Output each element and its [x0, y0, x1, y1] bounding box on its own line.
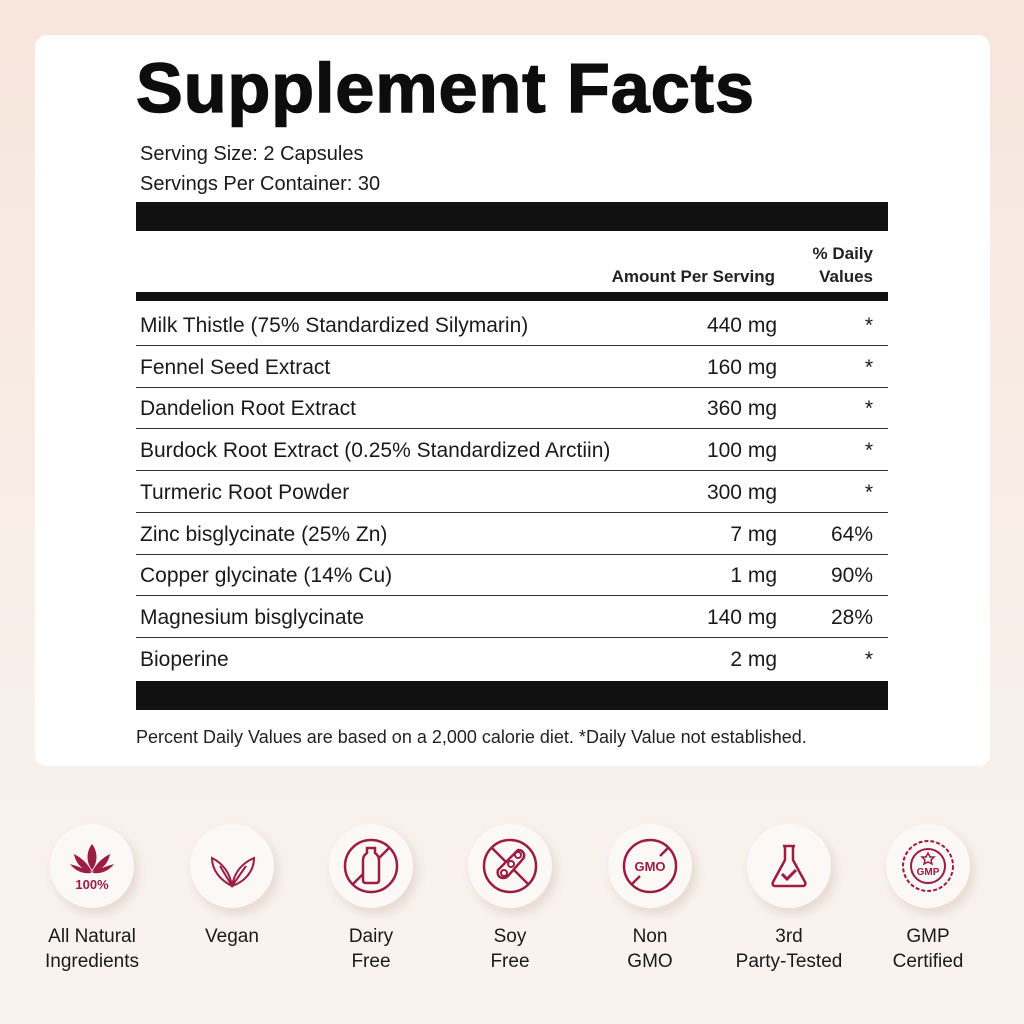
ingredient-name: Zinc bisglycinate (25% Zn)	[140, 522, 388, 546]
ingredient-name: Magnesium bisglycinate	[140, 605, 365, 629]
no-gmo-icon: GMO	[608, 824, 692, 908]
table-row: Dandelion Root Extract 360 mg *	[136, 387, 888, 430]
ingredient-amount: 1 mg	[730, 564, 777, 588]
svg-text:GMO: GMO	[634, 859, 665, 874]
badge-leaf: Vegan	[162, 824, 302, 949]
svg-text:GMP: GMP	[917, 867, 940, 878]
footnote: Percent Daily Values are based on a 2,00…	[136, 727, 807, 747]
no-dairy-icon	[329, 824, 413, 908]
dv-header-line1: % Daily	[812, 244, 873, 263]
badge-label-line1: 3rd	[775, 926, 803, 947]
ingredient-daily-value: *	[864, 397, 873, 421]
ingredient-daily-value: *	[864, 314, 873, 337]
badge-label-line1: All Natural	[48, 926, 136, 947]
badge-label-line1: Vegan	[205, 926, 259, 947]
no-soy-icon	[468, 824, 552, 908]
ingredient-amount: 100 mg	[706, 439, 777, 463]
badge-label-line2: Ingredients	[44, 951, 139, 972]
ingredient-name: Burdock Root Extract (0.25% Standardized…	[140, 439, 611, 463]
bottom-divider-bar	[136, 681, 888, 710]
badge-label-line1: Dairy	[348, 926, 394, 947]
table-row: Magnesium bisglycinate 140 mg 28%	[136, 596, 888, 638]
servings-per-container: Servings Per Container: 30	[140, 173, 381, 195]
badge-label-line2: Certified	[892, 951, 964, 972]
badge-label-line2: Party-Tested	[735, 951, 843, 972]
leaf-icon	[190, 824, 274, 908]
badge-label: GMP Certified	[858, 924, 998, 974]
gmp-seal-icon: GMP	[886, 824, 970, 908]
supplement-facts-card	[35, 35, 990, 766]
badge-label: All Natural Ingredients	[22, 924, 162, 974]
badge-no-gmo: GMO Non GMO	[580, 824, 720, 974]
table-row: Burdock Root Extract (0.25% Standardized…	[136, 429, 888, 472]
ingredient-daily-value: 90%	[830, 564, 873, 588]
badge-label: Soy Free	[440, 924, 580, 974]
ingredient-amount: 140 mg	[706, 605, 777, 629]
badge-label-line1: Soy	[493, 926, 527, 947]
serving-size: Serving Size: 2 Capsules	[140, 143, 364, 165]
ingredient-amount: 160 mg	[706, 355, 777, 379]
ingredient-amount: 440 mg	[706, 314, 777, 337]
ingredient-name: Dandelion Root Extract	[140, 397, 356, 421]
lotus-100-icon: 100%	[50, 824, 134, 908]
ingredient-amount: 7 mg	[730, 522, 777, 546]
badge-label: Vegan	[162, 924, 302, 949]
svg-text:100%: 100%	[75, 877, 109, 892]
badge-label: Dairy Free	[301, 924, 441, 974]
table-row: Bioperine 2 mg *	[136, 638, 888, 679]
badge-lotus-100: 100% All Natural Ingredients	[22, 824, 162, 974]
ingredient-daily-value: 28%	[830, 605, 873, 629]
table-row: Copper glycinate (14% Cu) 1 mg 90%	[136, 554, 888, 597]
ingredient-amount: 2 mg	[730, 647, 777, 671]
badge-no-dairy: Dairy Free	[301, 824, 441, 974]
ingredient-name: Fennel Seed Extract	[140, 355, 331, 379]
ingredient-name: Turmeric Root Powder	[140, 480, 350, 504]
flask-check-icon	[747, 824, 831, 908]
table-row: Fennel Seed Extract 160 mg *	[136, 346, 888, 388]
ingredient-daily-value: *	[864, 439, 873, 463]
badge-label-line2: GMO	[627, 951, 673, 972]
table-row: Zinc bisglycinate (25% Zn) 7 mg 64%	[136, 513, 888, 555]
badge-label-line1: Non	[632, 926, 668, 947]
badge-flask-check: 3rd Party-Tested	[719, 824, 859, 974]
ingredient-daily-value: *	[864, 480, 873, 504]
dv-header-line2: Values	[819, 267, 873, 286]
ingredient-name: Milk Thistle (75% Standardized Silymarin…	[140, 314, 529, 337]
badge-label: 3rd Party-Tested	[719, 924, 859, 974]
ingredient-daily-value: *	[864, 647, 873, 671]
badge-label-line1: GMP	[906, 926, 950, 947]
badge-label-line2: Free	[490, 951, 530, 972]
header-divider-bar	[136, 292, 888, 301]
badge-label-line2: Free	[351, 951, 391, 972]
amount-header: Amount Per Serving	[611, 267, 775, 286]
page-title: Supplement Facts	[135, 48, 755, 128]
daily-value-header: % Daily Values	[813, 242, 873, 288]
table-row: Milk Thistle (75% Standardized Silymarin…	[136, 304, 888, 346]
table-row: Turmeric Root Powder 300 mg *	[136, 471, 888, 513]
badge-label: Non GMO	[580, 924, 720, 974]
badge-gmp-seal: GMP GMP Certified	[858, 824, 998, 974]
ingredient-daily-value: 64%	[830, 522, 873, 546]
ingredient-name: Copper glycinate (14% Cu)	[140, 564, 393, 588]
ingredient-amount: 360 mg	[706, 397, 777, 421]
top-divider-bar	[136, 202, 888, 231]
ingredient-name: Bioperine	[140, 647, 229, 671]
ingredient-amount: 300 mg	[706, 480, 777, 504]
ingredient-daily-value: *	[864, 355, 873, 379]
badge-no-soy: Soy Free	[440, 824, 580, 974]
